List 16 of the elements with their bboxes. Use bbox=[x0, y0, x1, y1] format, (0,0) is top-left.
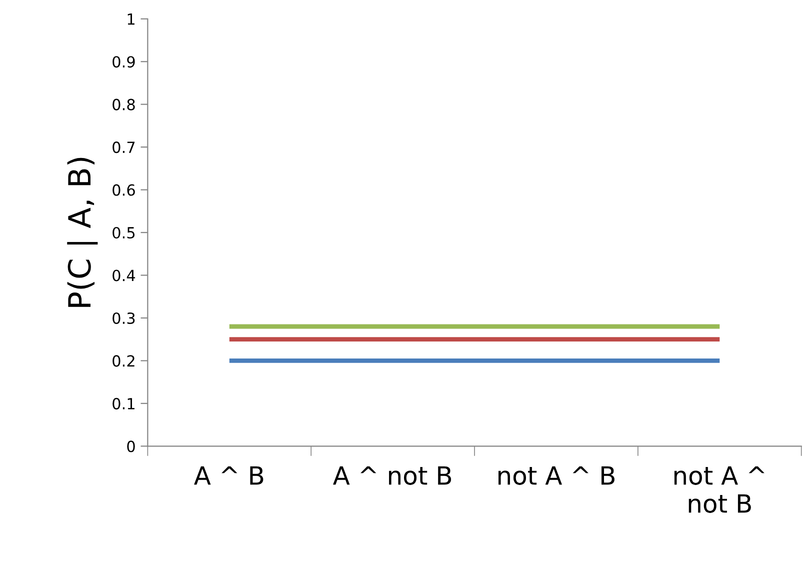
y-tick-label: 1 bbox=[128, 14, 134, 25]
y-tick-label: 0.3 bbox=[112, 312, 135, 324]
y-tick-label: 0 bbox=[127, 440, 135, 452]
x-tick-label: not A ^ B bbox=[498, 466, 614, 485]
x-tick-label: not A ^ not B bbox=[674, 466, 764, 513]
y-tick-label: 0.4 bbox=[112, 270, 136, 282]
y-tick-label: 0.5 bbox=[112, 226, 135, 239]
y-tick-label: 0.1 bbox=[112, 398, 134, 410]
x-tick-label: A ^ not B bbox=[333, 466, 452, 485]
y-tick-label: 0.6 bbox=[112, 184, 135, 196]
y-tick-label: 0.8 bbox=[112, 98, 135, 110]
y-tick-label: 0.9 bbox=[112, 56, 135, 68]
x-tick-label: A ^ B bbox=[194, 466, 264, 485]
y-tick-label: 0.7 bbox=[112, 142, 135, 154]
y-axis-title: P(C | A, B) bbox=[67, 158, 98, 307]
y-tick-label: 0.2 bbox=[112, 355, 134, 367]
